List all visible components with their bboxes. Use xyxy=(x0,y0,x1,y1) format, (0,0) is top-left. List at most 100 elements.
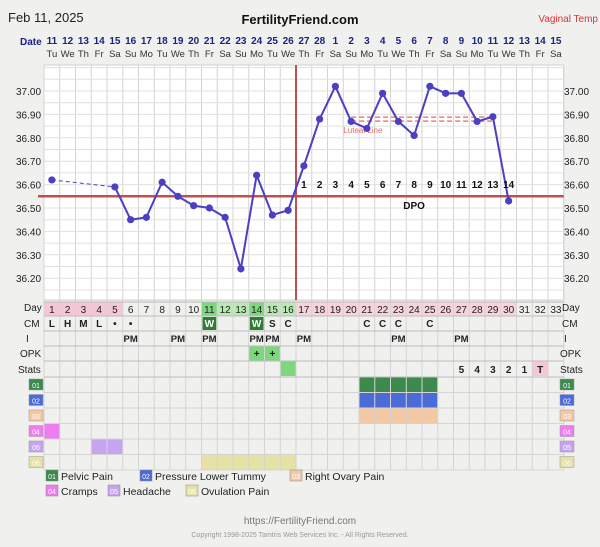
temp-point xyxy=(473,117,481,126)
stats-row-label-left: Stats xyxy=(18,365,41,376)
cycle-day-label: 10 xyxy=(188,305,200,316)
symptom-block-01 xyxy=(374,377,391,393)
cm-value: C xyxy=(379,319,386,330)
dpo-number: 5 xyxy=(364,180,370,191)
day-cell-shade xyxy=(374,302,391,316)
date-label: 15 xyxy=(550,36,562,47)
legend-swatch-04 xyxy=(45,484,59,497)
symptom-code-right: 06 xyxy=(563,461,571,468)
cycle-day-label: 20 xyxy=(346,305,358,316)
stats-value: 5 xyxy=(459,365,465,376)
symptom-block-05 xyxy=(91,439,107,455)
date-label: 12 xyxy=(62,36,74,47)
opk-cell-shade xyxy=(248,346,265,361)
y-tick-label-right: 37.00 xyxy=(564,87,589,98)
cm-value: L xyxy=(96,319,102,330)
day-cell-shade xyxy=(217,302,233,316)
symptom-code-box-left xyxy=(28,456,44,468)
temp-line-segment xyxy=(255,174,274,216)
weekday-label: Mo xyxy=(360,49,373,60)
cycle-day-label: 16 xyxy=(283,305,295,316)
cycle-day-label: 11 xyxy=(204,305,215,316)
header-site[interactable]: FertilityFriend.com xyxy=(241,12,358,27)
dpo-number: 3 xyxy=(333,180,339,191)
intercourse-value: PM xyxy=(171,334,185,345)
date-label: 13 xyxy=(519,36,531,47)
y-tick-label-right: 36.90 xyxy=(564,110,589,121)
symptom-code-right: 03 xyxy=(563,414,571,421)
temp-line-segment xyxy=(224,217,242,270)
temp-line-segment xyxy=(381,92,400,122)
opk-value: + xyxy=(254,349,260,360)
weekday-label: Th xyxy=(409,49,420,60)
cycle-day-label: 27 xyxy=(456,305,468,316)
date-label: 11 xyxy=(488,36,499,47)
intercourse-value: PM xyxy=(391,334,405,345)
weekday-label: Mo xyxy=(140,49,153,60)
symptom-code-right: 04 xyxy=(563,430,571,437)
weekday-label: Fr xyxy=(536,49,545,60)
day-cell-shade xyxy=(107,302,123,316)
symptom-code-right: 02 xyxy=(563,399,571,406)
symptom-block-03 xyxy=(390,408,407,424)
temp-line-segment xyxy=(239,175,258,270)
weekday-label: Tu xyxy=(157,49,168,60)
cm-value: • xyxy=(113,319,117,330)
weekday-label: Sa xyxy=(550,49,562,60)
cycle-day-label: 7 xyxy=(144,305,150,316)
day-cell-shade xyxy=(469,302,485,316)
symptom-block-06 xyxy=(280,454,296,470)
symptom-code-box-right xyxy=(559,394,575,406)
ovulation-stats-shade xyxy=(280,361,296,376)
legend-swatch-05 xyxy=(107,484,121,497)
plot-area xyxy=(43,64,565,301)
footer-url[interactable]: https://FertilityFriend.com xyxy=(244,516,356,527)
day-cell-shade xyxy=(248,302,265,316)
temp-point xyxy=(379,89,387,97)
weekday-label: Sa xyxy=(440,49,452,60)
legend-code: 01 xyxy=(48,474,56,481)
intercourse-value: PM xyxy=(202,334,216,345)
symptom-block-02 xyxy=(359,392,375,408)
opk-cell-shade xyxy=(264,346,281,361)
day-cell-shade xyxy=(75,302,92,316)
symptom-code-right: 05 xyxy=(563,445,571,452)
weekday-label: Su xyxy=(125,49,137,60)
legend-swatch-03 xyxy=(289,469,303,482)
cycle-day-label: 28 xyxy=(472,305,484,316)
cm-value: • xyxy=(129,319,133,330)
weekday-label: Th xyxy=(188,49,199,60)
symptom-block-06 xyxy=(233,454,249,470)
symptom-code-left: 01 xyxy=(32,383,40,390)
symptom-code-box-right xyxy=(559,378,575,391)
dpo-number: 2 xyxy=(317,180,323,191)
symptom-block-06 xyxy=(217,454,233,470)
y-tick-label-right: 36.50 xyxy=(564,204,589,215)
day-cell-shade xyxy=(59,302,76,316)
cm-wet-cell xyxy=(249,317,264,330)
y-tick-label-right: 36.30 xyxy=(564,251,589,262)
weekday-label: Th xyxy=(298,49,309,60)
temp-point xyxy=(410,131,418,140)
weekday-label: Tu xyxy=(267,49,278,60)
symptom-code-box-right xyxy=(559,456,575,468)
legend-label: Ovulation Pain xyxy=(201,486,269,498)
date-label: 28 xyxy=(314,36,326,47)
temp-line-segment xyxy=(318,85,337,120)
weekday-label: We xyxy=(502,49,516,60)
weekday-label: We xyxy=(281,49,295,60)
cm-value: M xyxy=(79,319,87,330)
date-label: 16 xyxy=(125,36,137,47)
cycle-day-label: 13 xyxy=(235,305,247,316)
symptom-code-right: 01 xyxy=(563,383,571,390)
date-row-label: Date xyxy=(20,37,42,48)
opk-value: + xyxy=(269,349,275,360)
symptom-code-box-left xyxy=(28,394,44,406)
day-cell-shade xyxy=(359,302,375,316)
weekday-label: Fr xyxy=(425,49,434,60)
legend-label: Pelvic Pain xyxy=(61,471,113,483)
temp-point xyxy=(190,202,198,210)
day-cell-shade xyxy=(311,302,328,316)
cm-value: C xyxy=(363,319,370,330)
day-row-label-right: Day xyxy=(562,303,580,314)
